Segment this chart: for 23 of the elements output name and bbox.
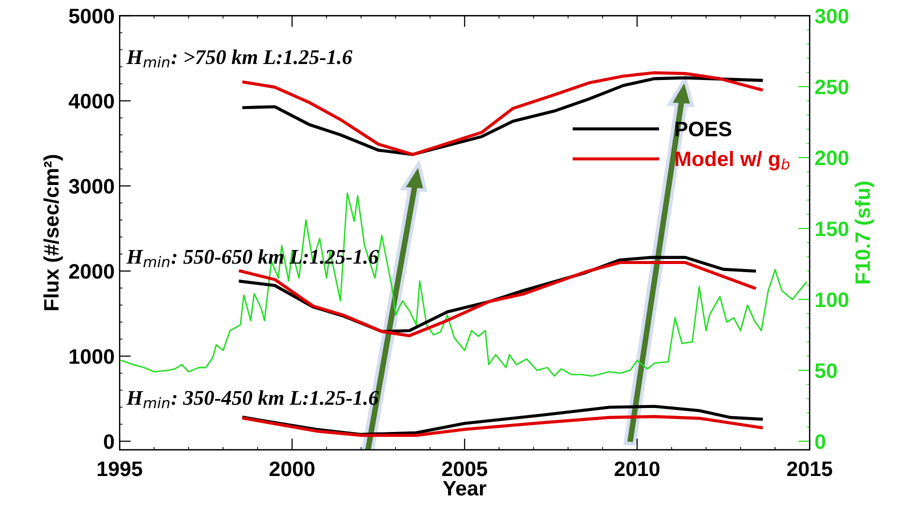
y2-tick-label: 200	[815, 150, 848, 166]
y-tick-label: 4000	[68, 94, 114, 109]
legend-label: Model w/ g$_{b}$	[676, 150, 790, 170]
annotation: H$_{min}$: >750 km L:1.25-1.6	[126, 50, 352, 68]
y-tick-label: 2000	[69, 264, 114, 279]
y2-tick-label: 250	[815, 80, 848, 94]
y2-tick-label: 100	[816, 292, 848, 308]
x-tick-label: 2010	[614, 461, 660, 476]
y2-tick-label: 50	[815, 363, 837, 378]
y-tick-label: 3000	[68, 178, 114, 194]
y2-axis-title: F10.7 (sfu)	[854, 182, 874, 284]
y-tick-label: 5000	[69, 8, 114, 24]
y2-tick-label: 150	[816, 221, 848, 236]
y2-tick-label: 300	[814, 8, 848, 24]
x-tick-label: 1995	[98, 461, 142, 476]
y-tick-label: 1000	[70, 349, 114, 364]
x-tick-label: 2005	[442, 461, 488, 476]
x-axis-title: Year	[442, 481, 486, 496]
y2-tick-label: 0	[815, 434, 826, 450]
y-axis-title: Flux (#/sec/cm²)	[43, 155, 63, 310]
y-tick-label: 0	[104, 434, 114, 450]
x-tick-label: 2000	[270, 461, 314, 476]
x-tick-label: 2015	[787, 461, 832, 476]
